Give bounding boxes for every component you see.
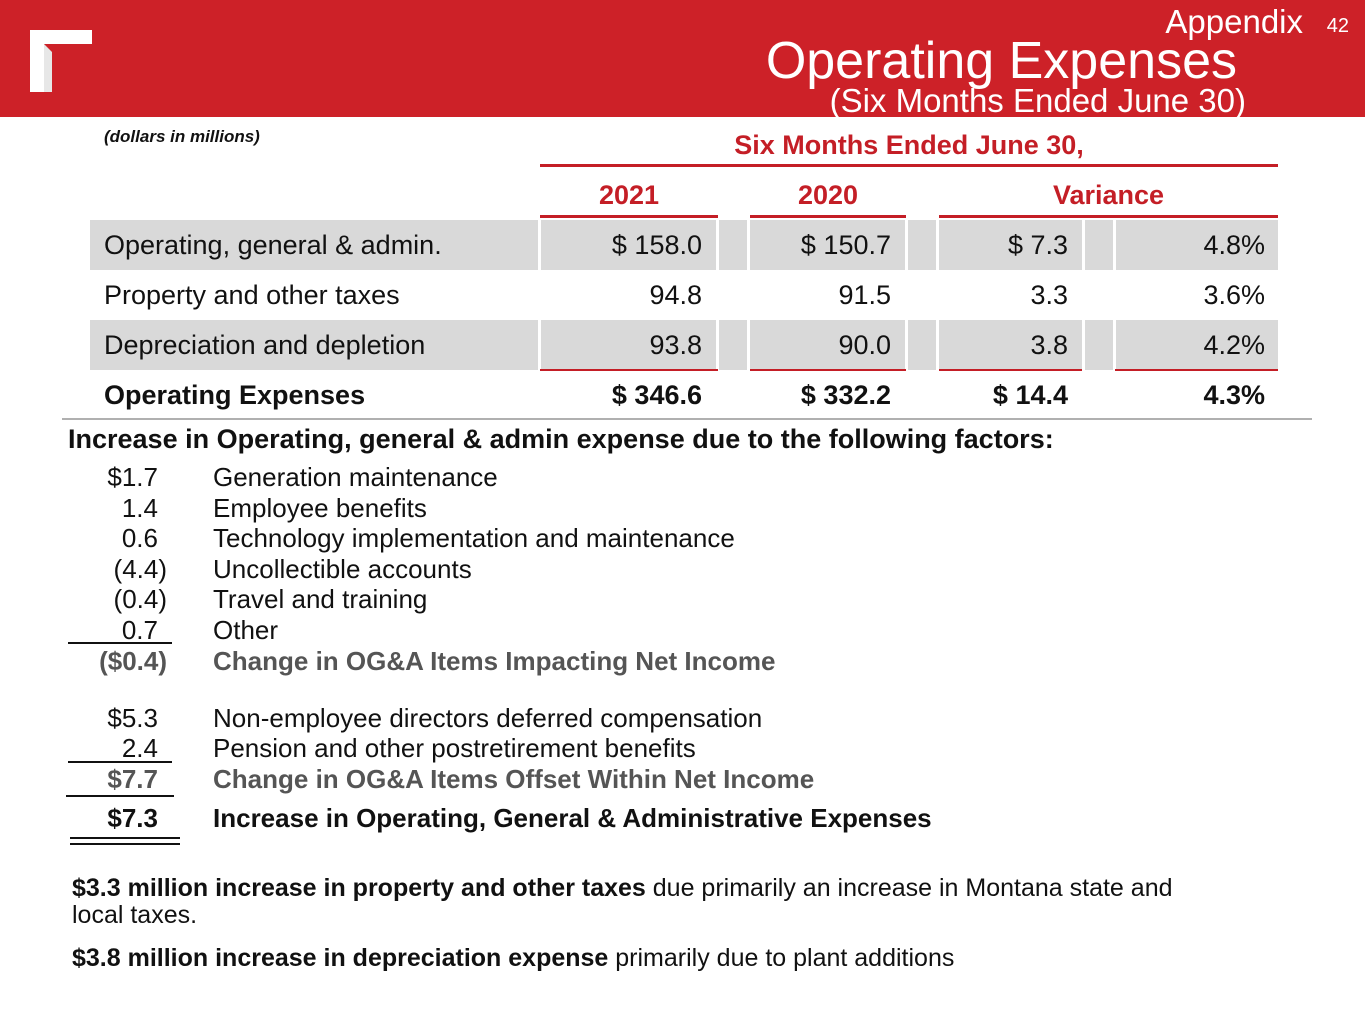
factor-amount: $5.3 [107, 703, 158, 733]
factor-amount: $7.3 [107, 803, 158, 833]
cell-variance-percent: 4.3% [1203, 380, 1265, 410]
cell-variance-amount: 3.3 [1030, 280, 1068, 310]
cell-2021: 94.8 [649, 280, 702, 310]
factor-amount: (0.4) [113, 584, 167, 614]
cell-2021: $ 158.0 [611, 230, 702, 260]
factor-amount: ($0.4) [99, 646, 167, 676]
cell-variance-percent: 4.2% [1203, 330, 1265, 360]
factor-amount: 0.7 [121, 615, 158, 645]
list-item: $5.3 Non-employee directors deferred com… [60, 703, 1160, 733]
units-note: (dollars in millions) [104, 127, 260, 146]
cell-2021: $ 346.6 [611, 380, 702, 410]
list-item: 1.4 Employee benefits [60, 493, 1160, 523]
cell-variance-amount: $ 7.3 [1007, 230, 1068, 260]
total-rule [540, 369, 718, 371]
cell-2020: $ 150.7 [800, 230, 891, 260]
factor-amount: 0.6 [121, 523, 158, 553]
header-banner: Appendix 42 Operating Expenses (Six Mont… [0, 0, 1365, 119]
column-header-2021: 2021 [540, 177, 718, 218]
table-row: Depreciation and depletion 93.8 90.0 3.8… [90, 320, 1278, 370]
subtotal-rule [68, 761, 172, 763]
subtotal-rule [68, 642, 172, 644]
factor-description: Pension and other postretirement benefit… [213, 733, 696, 763]
cell-variance-amount: $ 14.4 [992, 380, 1068, 410]
list-item: $1.7 Generation maintenance [60, 462, 1160, 492]
factor-description: Non-employee directors deferred compensa… [213, 703, 763, 733]
factor-description: Generation maintenance [213, 462, 498, 492]
list-item: (0.4) Travel and training [60, 584, 1160, 614]
factor-description: Other [213, 615, 279, 645]
cell-2020: 90.0 [838, 330, 891, 360]
list-item: 0.7 Other [60, 615, 1160, 645]
factor-description: Change in OG&A Items Impacting Net Incom… [213, 646, 776, 676]
factor-description: Uncollectible accounts [213, 554, 472, 584]
total-rule [939, 369, 1082, 371]
factor-amount: $7.7 [107, 764, 158, 794]
depreciation-note: $3.8 million increase in depreciation ex… [72, 944, 955, 972]
section-label: Appendix [1165, 3, 1303, 40]
row-label: Operating Expenses [104, 380, 366, 410]
cell-variance-amount: 3.8 [1030, 330, 1068, 360]
factor-amount: 1.4 [121, 493, 158, 523]
cell-2021: 93.8 [649, 330, 702, 360]
total-rule [750, 369, 906, 371]
page-number: 42 [1326, 15, 1349, 37]
list-item: (4.4) Uncollectible accounts [60, 554, 1160, 584]
table-row: Property and other taxes 94.8 91.5 3.3 3… [90, 270, 1278, 320]
cell-2020: $ 332.2 [800, 380, 891, 410]
table-group-header: Six Months Ended June 30, [540, 128, 1278, 167]
table-divider [62, 418, 1312, 420]
cell-variance-percent: 3.6% [1203, 280, 1265, 310]
factor-description: Increase in Operating, General & Adminis… [213, 803, 932, 833]
column-header-2020: 2020 [750, 177, 906, 218]
double-rule [70, 843, 180, 845]
table-row: Operating, general & admin. $ 158.0 $ 15… [90, 220, 1278, 270]
factor-amount: (4.4) [113, 554, 167, 584]
table-total-row: Operating Expenses $ 346.6 $ 332.2 $ 14.… [90, 370, 1278, 420]
row-label: Property and other taxes [104, 280, 400, 310]
factor-description: Employee benefits [213, 493, 427, 523]
double-rule [70, 837, 180, 839]
list-item-total: $7.3 Increase in Operating, General & Ad… [60, 803, 1160, 833]
list-item-subtotal: ($0.4) Change in OG&A Items Impacting Ne… [60, 646, 1160, 676]
cell-variance-percent: 4.8% [1203, 230, 1265, 260]
company-logo-icon [30, 30, 92, 92]
column-header-variance: Variance [939, 177, 1278, 218]
taxes-note: $3.3 million increase in property and ot… [72, 874, 1173, 929]
total-rule [1115, 369, 1278, 371]
factor-description: Change in OG&A Items Offset Within Net I… [213, 764, 815, 794]
factor-amount: $1.7 [107, 462, 158, 492]
row-label: Depreciation and depletion [104, 330, 426, 360]
factor-description: Travel and training [213, 584, 428, 614]
list-item-subtotal: $7.7 Change in OG&A Items Offset Within … [60, 764, 1160, 794]
total-rule [66, 795, 174, 797]
list-item: 2.4 Pension and other postretirement ben… [60, 733, 1160, 763]
page-title: Operating Expenses [765, 32, 1237, 90]
list-item: 0.6 Technology implementation and mainte… [60, 523, 1160, 553]
factor-amount: 2.4 [121, 733, 158, 763]
cell-2020: 91.5 [838, 280, 891, 310]
page-subtitle: (Six Months Ended June 30) [829, 82, 1246, 119]
factors-heading: Increase in Operating, general & admin e… [68, 424, 1054, 454]
row-label: Operating, general & admin. [104, 230, 442, 260]
factor-description: Technology implementation and maintenanc… [213, 523, 735, 553]
